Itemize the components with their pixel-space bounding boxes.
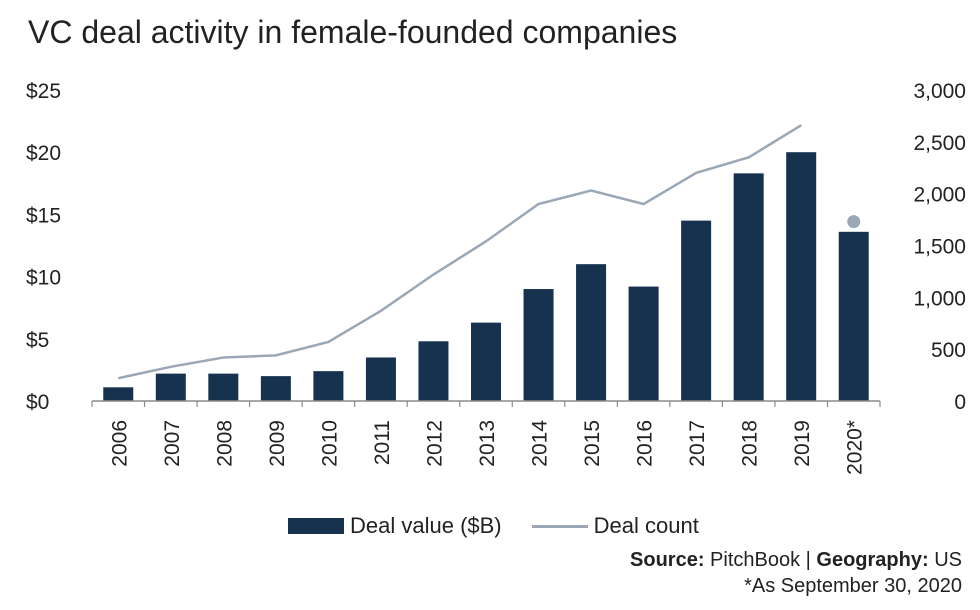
x-tick-label: 2006 (108, 420, 131, 467)
x-tick-label: 2015 (581, 420, 604, 467)
y-left-tick-label: $15 (26, 204, 61, 227)
y-right-tick-label: 1,000 (913, 287, 966, 310)
geography-value: US (928, 549, 962, 571)
bar (786, 152, 817, 401)
y-right-tick-label: 0 (954, 391, 966, 414)
y-right-tick-label: 2,500 (913, 132, 966, 155)
x-tick-label: 2010 (318, 420, 341, 467)
x-tick-label: 2020* (844, 420, 867, 475)
bar (681, 220, 712, 401)
bar (208, 373, 239, 401)
bar (628, 286, 659, 401)
bar (733, 173, 764, 401)
source-line: Source: PitchBook | Geography: US (630, 549, 962, 572)
y-right-tick-label: 3,000 (913, 80, 966, 103)
x-tick-label: 2008 (213, 420, 236, 467)
deal-count-line (118, 124, 802, 380)
x-tick-label: 2018 (739, 420, 762, 467)
x-tick-label: 2017 (686, 420, 709, 467)
source-value: PitchBook | (704, 549, 817, 571)
x-tick-label: 2013 (476, 420, 499, 467)
legend: Deal value ($B) Deal count (288, 510, 699, 542)
bar (576, 264, 607, 401)
y-left-tick-label: $20 (26, 142, 61, 165)
bar (838, 231, 869, 401)
y-right-tick-label: 1,500 (913, 236, 966, 259)
x-tick-label: 2011 (371, 420, 394, 465)
legend-swatch-deal-count (531, 524, 588, 528)
y-left-tick-label: $0 (26, 391, 49, 414)
bar (313, 371, 344, 401)
bar (260, 376, 291, 401)
x-tick-label: 2009 (266, 420, 289, 467)
x-tick-label: 2016 (634, 420, 657, 467)
y-left-tick-label: $5 (26, 329, 49, 352)
x-tick-label: 2012 (423, 420, 446, 467)
x-tick-label: 2019 (791, 420, 814, 467)
x-tick-label: 2014 (529, 420, 552, 467)
bar (155, 373, 186, 401)
y-right-tick-label: 2,000 (913, 184, 966, 207)
x-tick-label: 2007 (161, 420, 184, 467)
legend-label-deal-count: Deal count (593, 513, 699, 538)
source-label: Source: (630, 549, 705, 571)
legend-swatch-deal-value (288, 518, 344, 534)
bar (365, 357, 396, 401)
legend-label-deal-value: Deal value ($B) (350, 513, 502, 538)
bar (103, 387, 134, 401)
y-left-tick-label: $25 (26, 80, 61, 103)
geography-label: Geography: (816, 549, 929, 571)
bar (523, 289, 554, 401)
bar (418, 341, 449, 401)
deal-count-marker-2020 (847, 215, 861, 229)
bar (471, 322, 501, 401)
footnote: *As September 30, 2020 (744, 575, 962, 597)
y-right-tick-label: 500 (931, 339, 966, 362)
y-left-tick-label: $10 (26, 267, 61, 290)
chart-title: VC deal activity in female-founded compa… (28, 14, 678, 50)
